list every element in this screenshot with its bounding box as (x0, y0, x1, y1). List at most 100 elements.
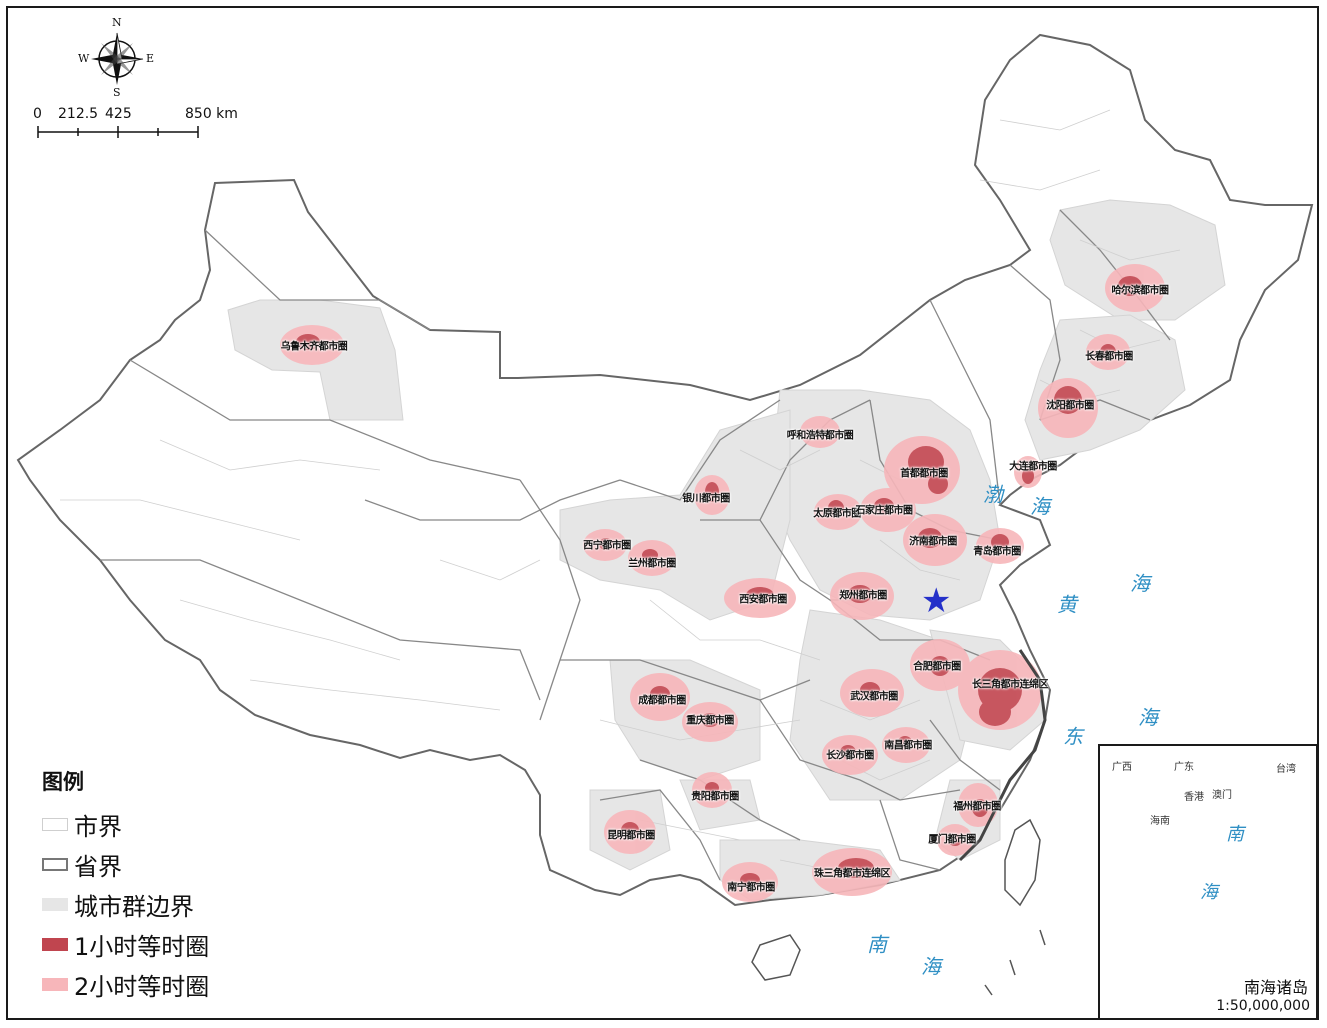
isochrone-1h-harbin (1118, 276, 1142, 296)
isochrone-1h-xining (599, 538, 613, 550)
compass-south: S (113, 86, 121, 99)
isochrone-1h-guiyang (705, 782, 719, 794)
metro-label-changsha: 长沙都市圈 (826, 750, 874, 762)
scale-tick-2: 425 (105, 106, 132, 122)
isochrone-1h-yangtze-delta-2 (979, 698, 1011, 726)
metro-label-yinchuan: 银川都市圈 (682, 493, 730, 505)
isochrone-1h-wuhan (860, 682, 880, 698)
scale-tick-3: 850 km (185, 106, 238, 122)
compass-east: E (146, 52, 155, 65)
inset-place-macau: 澳门 (1212, 790, 1232, 801)
legend-title: 图例 (42, 770, 84, 794)
sea-label-nan: 南 (867, 932, 887, 957)
isochrone-1h-capital (908, 446, 944, 478)
metro-label-capital: 首都都市圈 (900, 468, 948, 480)
location-star-icon: ★ (921, 581, 952, 621)
metro-label-urumqi: 乌鲁木齐都市圈 (280, 341, 348, 353)
legend-label-cluster-area: 城市群边界 (74, 892, 194, 921)
metro-label-jinan: 济南都市圈 (909, 536, 957, 548)
metro-label-nanning: 南宁都市圈 (727, 882, 775, 894)
metro-label-yangtze-delta: 长三角都市连绵区 (972, 679, 1049, 691)
legend-item-cluster-area: 城市群边界 (42, 884, 262, 924)
metro-label-xiamen: 厦门都市圈 (928, 834, 976, 846)
isochrone-1h-pearl-delta (838, 858, 874, 878)
legend: 图例 市界 省界 城市群边界 1小时等时圈 2小时等时圈 (42, 766, 262, 1004)
isochrone-2h-swatch (42, 977, 68, 991)
isochrone-1h-fuzhou (972, 799, 988, 817)
isochrone-1h-changchun (1100, 344, 1116, 360)
isochrone-1h-capital-tianjin (928, 474, 948, 494)
compass-west: W (78, 52, 90, 65)
cluster-area-swatch (42, 897, 68, 911)
metro-label-hefei: 合肥都市圈 (913, 661, 961, 673)
isochrone-2h-hohhot (800, 416, 840, 448)
metro-label-wuhan: 武汉都市圈 (850, 691, 898, 703)
taiwan-island (1004, 818, 1041, 907)
isochrone-1h-areas (296, 276, 1142, 887)
isochrone-1h-swatch (42, 937, 68, 951)
legend-label-city-border: 市界 (74, 812, 122, 841)
inset-sea-nan: 南 (1226, 824, 1244, 845)
scale-tick-0: 0 (33, 106, 42, 122)
sea-label-dong: 东 (1063, 724, 1083, 749)
legend-label-isochrone-2h: 2小时等时圈 (74, 972, 210, 1001)
metro-label-xian: 西安都市圈 (739, 594, 787, 606)
metro-label-nanchang: 南昌都市圈 (884, 740, 932, 752)
metro-label-shenyang: 沈阳都市圈 (1046, 400, 1094, 412)
sea-label-bohai-1: 渤 (983, 482, 1003, 507)
inset-place-guangdong: 广东 (1174, 762, 1194, 773)
sea-label-huang: 黄 (1057, 592, 1077, 617)
inset-scale: 1:50,000,000 (1216, 998, 1310, 1014)
isochrone-1h-nanchang (898, 736, 912, 748)
metro-label-guiyang: 贵阳都市圈 (691, 791, 739, 803)
metro-label-fuzhou: 福州都市圈 (953, 801, 1001, 813)
scale-tick-1: 212.5 (58, 106, 99, 122)
isochrone-1h-xiamen (948, 834, 962, 846)
metro-label-hohhot: 呼和浩特都市圈 (786, 430, 854, 442)
metro-label-chongqing: 重庆都市圈 (686, 715, 734, 727)
isochrone-1h-zhengzhou (848, 585, 872, 603)
metro-label-xining: 西宁都市圈 (583, 540, 631, 552)
legend-item-province-border: 省界 (42, 844, 262, 884)
isochrone-1h-chengdu (650, 686, 670, 702)
isochrone-1h-xian (746, 587, 774, 603)
isochrone-1h-hefei (930, 656, 950, 676)
isochrone-1h-yinchuan (705, 482, 719, 502)
isochrone-1h-urumqi (296, 334, 320, 350)
nine-dash-marks (984, 929, 1046, 996)
province-borders (100, 209, 1171, 881)
metro-label-zhengzhou: 郑州都市圈 (839, 590, 887, 602)
legend-label-province-border: 省界 (74, 852, 122, 881)
metro-label-qingdao: 青岛都市圈 (973, 546, 1021, 558)
metro-label-taiyuan: 太原都市圈 (813, 508, 861, 520)
metro-label-chengdu: 成都都市圈 (638, 695, 686, 707)
isochrone-1h-shenyang (1054, 386, 1082, 414)
scale-bar-labels: 0 212.5 425 850 km (30, 106, 260, 124)
isochrone-1h-jinan (918, 528, 942, 548)
metro-label-lanzhou: 兰州都市圈 (628, 558, 676, 570)
province-border-swatch (42, 857, 68, 871)
inset-place-hongkong: 香港 (1184, 792, 1204, 803)
compass-north: N (112, 16, 122, 29)
inset-title: 南海诸岛 (1243, 978, 1308, 997)
isochrone-1h-nanning (740, 873, 760, 887)
isochrone-1h-lanzhou (642, 549, 658, 561)
city-border-swatch (42, 817, 68, 831)
metro-label-kunming: 昆明都市圈 (607, 830, 655, 842)
isochrone-1h-qingdao (991, 534, 1009, 550)
sea-label-nan-hai: 海 (921, 954, 941, 979)
metro-label-changchun: 长春都市圈 (1085, 351, 1133, 363)
legend-item-isochrone-1h: 1小时等时圈 (42, 924, 262, 964)
cluster-region-harbin (1049, 199, 1226, 321)
sea-label-huang-hai: 海 (1130, 571, 1150, 596)
sea-label-bohai-2: 海 (1030, 494, 1050, 519)
inset-sea-hai: 海 (1200, 882, 1218, 903)
isochrone-1h-shijiazhuang (874, 498, 894, 514)
isochrone-1h-changsha (840, 745, 856, 759)
inset-place-guangxi: 广西 (1112, 762, 1132, 773)
isochrone-1h-dalian (1022, 468, 1034, 484)
city-borders (60, 109, 1181, 871)
south-china-sea-inset: 广西 广东 香港 澳门 台湾 海南 南 海 南海诸岛 1:50,000,000 (1098, 744, 1318, 1020)
metro-label-shijiazhuang: 石家庄都市圈 (855, 505, 914, 517)
